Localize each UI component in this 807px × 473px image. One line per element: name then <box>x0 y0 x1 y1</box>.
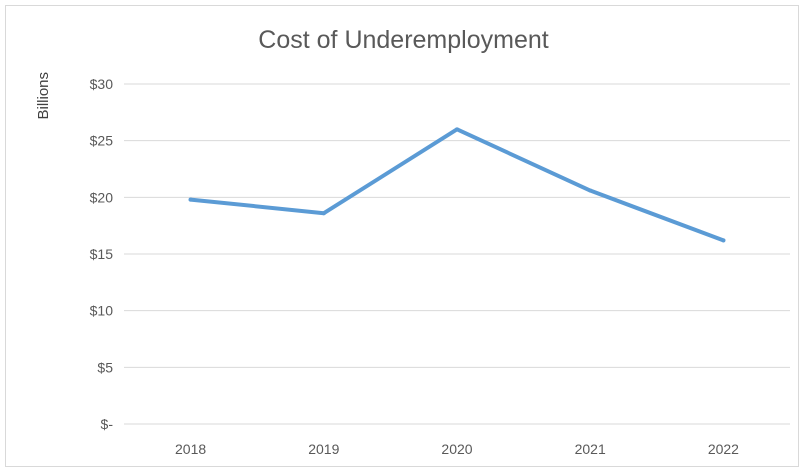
y-tick-label: $10 <box>90 303 114 319</box>
x-tick-label: 2020 <box>441 441 472 457</box>
data-point <box>721 238 726 243</box>
x-tick-label: 2019 <box>308 441 339 457</box>
y-tick-label: $15 <box>90 246 114 262</box>
data-point <box>188 197 193 202</box>
y-tick-label: $- <box>101 416 114 432</box>
y-tick-label: $30 <box>90 76 114 92</box>
data-point <box>588 188 593 193</box>
y-tick-label: $5 <box>97 359 113 375</box>
y-tick-label: $25 <box>90 133 114 149</box>
data-point <box>321 211 326 216</box>
x-tick-label: 2022 <box>708 441 739 457</box>
chart-title: Cost of Underemployment <box>258 26 549 54</box>
chart-frame <box>5 5 799 467</box>
x-tick-label: 2021 <box>575 441 606 457</box>
series-line <box>188 127 726 243</box>
x-tick-label: 2018 <box>175 441 206 457</box>
y-tick-label: $20 <box>90 189 114 205</box>
data-point <box>455 127 459 132</box>
